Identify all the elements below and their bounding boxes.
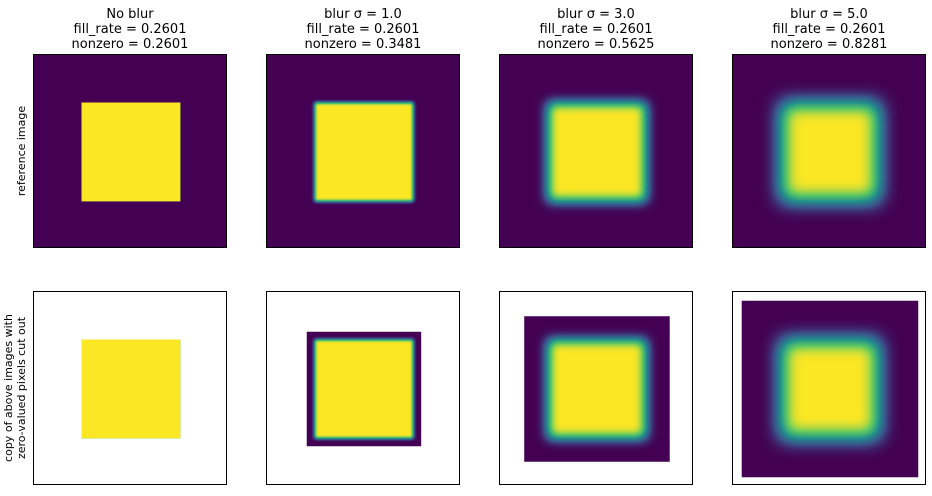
row-label: reference image bbox=[15, 106, 28, 197]
axes-frame bbox=[732, 54, 926, 248]
image bbox=[780, 102, 880, 202]
panel-title-line: blur σ = 3.0 bbox=[557, 7, 635, 22]
image-panel bbox=[81, 102, 181, 202]
image-panel bbox=[547, 339, 647, 439]
row-label: copy of above images with bbox=[2, 314, 15, 462]
axes-frame bbox=[33, 54, 227, 248]
square bbox=[314, 102, 414, 202]
image-panel bbox=[780, 102, 880, 202]
square bbox=[81, 339, 181, 439]
axes-frame bbox=[266, 54, 460, 248]
image-panel bbox=[314, 102, 414, 202]
square bbox=[314, 339, 414, 439]
square bbox=[780, 102, 880, 202]
image bbox=[81, 102, 181, 202]
image-panel bbox=[81, 339, 181, 439]
panel-title-line: nonzero = 0.5625 bbox=[538, 37, 655, 52]
square bbox=[780, 339, 880, 439]
image bbox=[780, 339, 880, 439]
panel-title-line: blur σ = 1.0 bbox=[324, 7, 402, 22]
image bbox=[314, 339, 414, 439]
axes-frame bbox=[266, 291, 460, 485]
panel-title-line: nonzero = 0.3481 bbox=[305, 37, 422, 52]
row-label: zero-valued pixels cut out bbox=[15, 316, 28, 459]
image-panel bbox=[314, 339, 414, 439]
image-panel bbox=[780, 339, 880, 439]
axes-frame bbox=[499, 291, 693, 485]
image bbox=[547, 339, 647, 439]
panel-title-line: nonzero = 0.2601 bbox=[72, 37, 189, 52]
panel-title-line: fill_rate = 0.2601 bbox=[773, 22, 886, 37]
panel-title-line: fill_rate = 0.2601 bbox=[540, 22, 653, 37]
panel-title-line: fill_rate = 0.2601 bbox=[307, 22, 420, 37]
panel-title-line: blur σ = 5.0 bbox=[790, 7, 868, 22]
panel-title-line: No blur bbox=[106, 7, 154, 22]
image-panel bbox=[547, 102, 647, 202]
image bbox=[314, 102, 414, 202]
axes-frame bbox=[732, 291, 926, 485]
square bbox=[547, 339, 647, 439]
square bbox=[81, 102, 181, 202]
axes-frame bbox=[33, 291, 227, 485]
image bbox=[81, 339, 181, 439]
panel-title-line: fill_rate = 0.2601 bbox=[74, 22, 187, 37]
square bbox=[547, 102, 647, 202]
image bbox=[547, 102, 647, 202]
axes-frame bbox=[499, 54, 693, 248]
panel-title-line: nonzero = 0.8281 bbox=[771, 37, 888, 52]
